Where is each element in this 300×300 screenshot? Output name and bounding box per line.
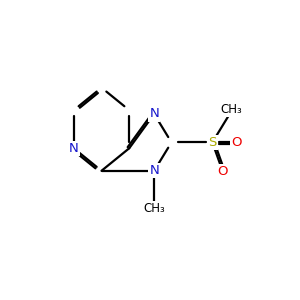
Text: N: N bbox=[149, 164, 159, 177]
Text: S: S bbox=[208, 136, 217, 149]
Text: O: O bbox=[231, 136, 242, 149]
Text: CH₃: CH₃ bbox=[143, 202, 165, 215]
Text: N: N bbox=[69, 142, 79, 155]
Text: O: O bbox=[218, 165, 228, 178]
Text: CH₃: CH₃ bbox=[220, 103, 242, 116]
Text: N: N bbox=[149, 107, 159, 121]
